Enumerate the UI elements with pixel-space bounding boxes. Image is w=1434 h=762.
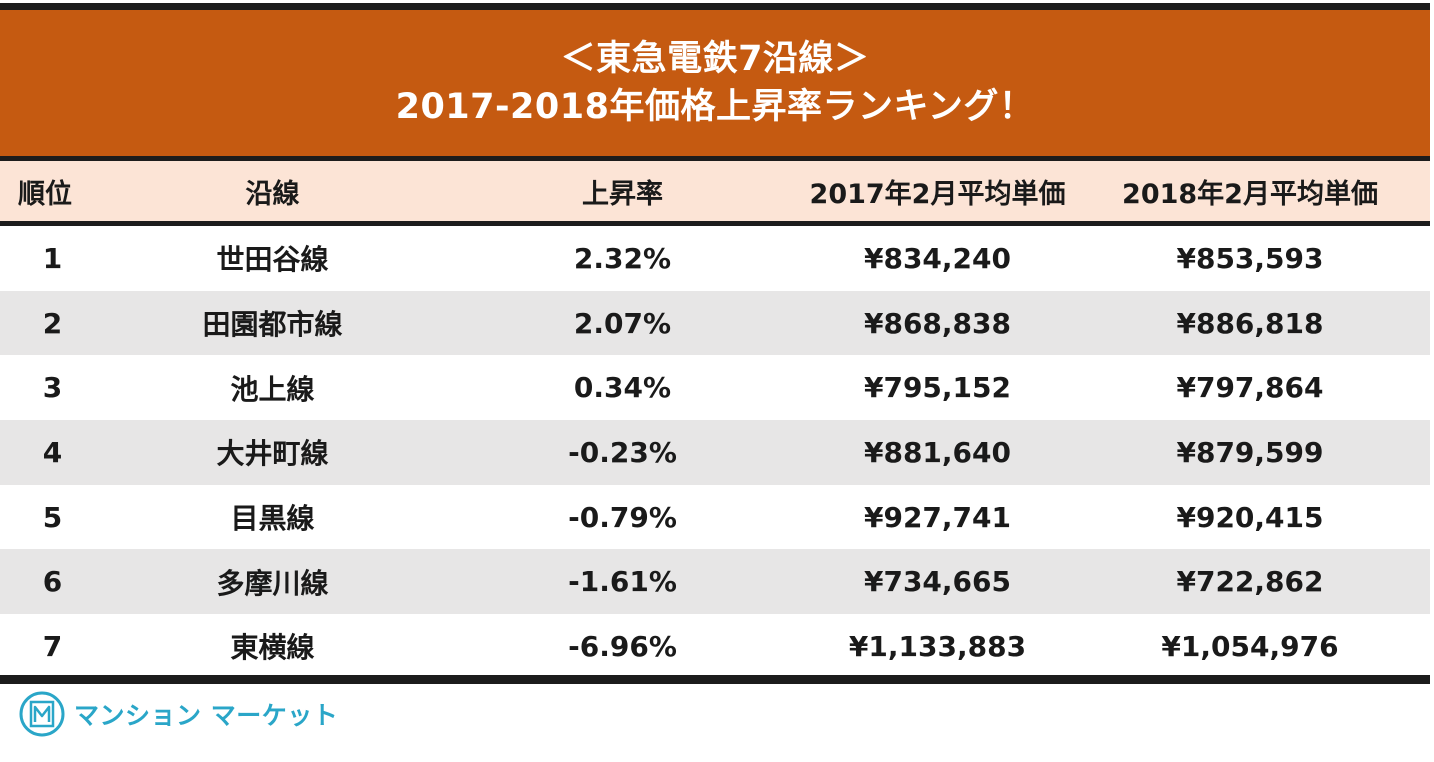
bottom-rule [0,675,1430,684]
header-line: 沿線 [245,178,300,210]
line-cell: 池上線 [230,372,315,406]
line-cell: 多摩川線 [216,566,329,600]
divider-rule [0,156,1430,161]
table-body: 1 世田谷線 2.32% ¥834,240 ¥853,593 2 田園都市線 2… [0,226,1430,679]
table-row: 6 多摩川線 -1.61% ¥734,665 ¥722,862 [0,549,1430,615]
brand-logo-text: マンション マーケット [74,701,339,730]
top-rule [0,3,1430,10]
rate-cell: -0.23% [568,435,677,469]
rank-cell: 4 [42,435,63,469]
price-2018-cell: ¥797,864 [1176,371,1324,405]
header-rate: 上昇率 [582,178,663,210]
header-price-2017: 2017年2月平均単価 [809,178,1066,210]
rank-cell: 6 [42,565,63,599]
table-row: 7 東横線 -6.96% ¥1,133,883 ¥1,054,976 [0,614,1430,679]
header-rule [0,221,1430,226]
title-line-1: ＜東急電鉄7沿線＞ [560,39,870,79]
line-cell: 世田谷線 [216,243,329,277]
line-cell: 大井町線 [216,437,329,471]
price-2018-cell: ¥879,599 [1176,435,1324,469]
rank-cell: 7 [42,629,63,663]
rank-cell: 5 [42,500,63,534]
mansion-market-logo-icon [19,691,65,737]
title-banner: ＜東急電鉄7沿線＞ 2017-2018年価格上昇率ランキング！ [0,10,1430,156]
header-rank: 順位 [18,178,72,210]
rank-cell: 1 [42,241,63,275]
price-2018-cell: ¥722,862 [1176,565,1324,599]
rate-cell: -1.61% [568,565,677,599]
price-2018-cell: ¥1,054,976 [1161,629,1339,663]
price-2018-cell: ¥853,593 [1176,241,1324,275]
line-cell: 田園都市線 [202,308,343,342]
price-2017-cell: ¥868,838 [863,306,1011,340]
price-2017-cell: ¥795,152 [863,371,1011,405]
price-2017-cell: ¥881,640 [863,435,1011,469]
price-2017-cell: ¥927,741 [863,500,1011,534]
price-2017-cell: ¥834,240 [863,241,1011,275]
rate-cell: -6.96% [568,629,677,663]
price-2017-cell: ¥1,133,883 [848,629,1027,663]
brand-logo: マンション マーケット [18,690,338,738]
rank-cell: 2 [42,306,63,340]
table-row: 1 世田谷線 2.32% ¥834,240 ¥853,593 [0,226,1430,291]
line-cell: 東横線 [230,631,315,665]
rate-cell: 2.32% [573,241,672,275]
rate-cell: 2.07% [573,306,672,340]
table-row: 4 大井町線 -0.23% ¥881,640 ¥879,599 [0,420,1430,485]
rate-cell: -0.79% [568,500,677,534]
title-line-2: 2017-2018年価格上昇率ランキング！ [395,87,1035,127]
price-2018-cell: ¥886,818 [1176,306,1324,340]
line-cell: 目黒線 [230,502,315,536]
rate-cell: 0.34% [573,371,672,405]
table-row: 2 田園都市線 2.07% ¥868,838 ¥886,818 [0,290,1430,356]
rank-cell: 3 [42,371,63,405]
table-row: 5 目黒線 -0.79% ¥927,741 ¥920,415 [0,485,1430,550]
table-header-row: 順位 沿線 上昇率 2017年2月平均単価 2018年2月平均単価 [0,161,1430,221]
header-price-2018: 2018年2月平均単価 [1122,178,1378,210]
price-2017-cell: ¥734,665 [863,565,1011,599]
price-2018-cell: ¥920,415 [1176,500,1324,534]
table-row: 3 池上線 0.34% ¥795,152 ¥797,864 [0,355,1430,420]
